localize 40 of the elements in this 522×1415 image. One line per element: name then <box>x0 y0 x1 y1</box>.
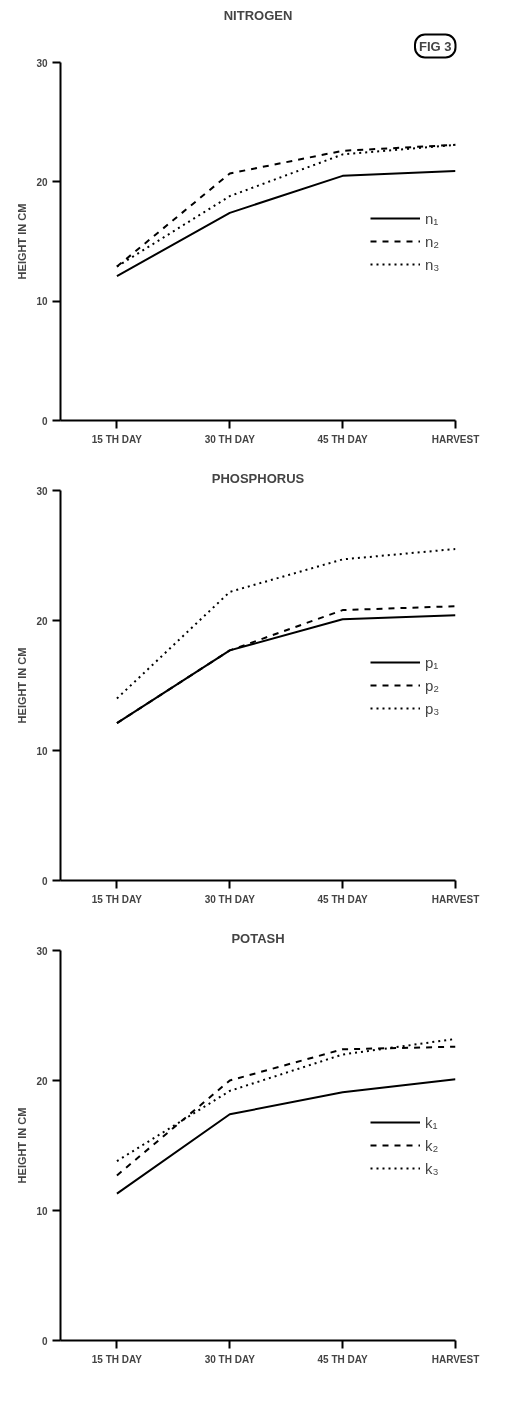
y-tick-label: 20 <box>36 615 48 627</box>
legend-label: n₁ <box>425 209 440 227</box>
x-tick-label: HARVEST <box>431 1353 480 1365</box>
y-tick-label: 20 <box>36 1075 48 1087</box>
y-axis-title: HEIGHT IN CM <box>16 1107 29 1184</box>
x-tick-label: 30 TH DAY <box>204 1353 256 1365</box>
x-tick-label: 30 TH DAY <box>204 893 256 905</box>
y-tick-label: 10 <box>36 296 48 308</box>
legend-label: n₂ <box>425 232 441 250</box>
caption: FIG 3 <box>418 38 452 54</box>
legend-label: k₁ <box>425 1113 439 1131</box>
y-tick-label: 20 <box>36 176 48 188</box>
y-tick-label: 30 <box>36 945 48 957</box>
x-tick-label: HARVEST <box>431 433 480 445</box>
x-tick-label: 30 TH DAY <box>204 433 256 445</box>
y-tick-label: 0 <box>41 875 48 887</box>
y-axis-title: HEIGHT IN CM <box>16 203 29 280</box>
y-axis-title: HEIGHT IN CM <box>16 647 29 724</box>
y-tick-label: 10 <box>36 1205 48 1217</box>
legend-label: p₂ <box>425 676 441 694</box>
x-tick-label: HARVEST <box>431 893 480 905</box>
legend-label: k₃ <box>425 1159 440 1177</box>
x-tick-label: 45 TH DAY <box>317 893 369 905</box>
x-tick-label: 15 TH DAY <box>91 1353 143 1365</box>
y-tick-label: 0 <box>41 1335 48 1347</box>
x-tick-label: 45 TH DAY <box>317 433 369 445</box>
chart-title: POTASH <box>231 930 285 946</box>
legend-label: n₃ <box>425 255 441 273</box>
y-tick-label: 0 <box>41 415 48 427</box>
chart-title: PHOSPHORUS <box>211 470 305 486</box>
x-tick-label: 15 TH DAY <box>91 893 143 905</box>
y-tick-label: 30 <box>36 57 48 69</box>
y-tick-label: 10 <box>36 745 48 757</box>
x-tick-label: 15 TH DAY <box>91 433 143 445</box>
legend-label: p₃ <box>425 699 441 717</box>
legend-label: p₁ <box>425 653 440 671</box>
y-tick-label: 30 <box>36 485 48 497</box>
legend-label: k₂ <box>425 1136 440 1154</box>
chart-title: NITROGEN <box>223 7 293 23</box>
x-tick-label: 45 TH DAY <box>317 1353 369 1365</box>
